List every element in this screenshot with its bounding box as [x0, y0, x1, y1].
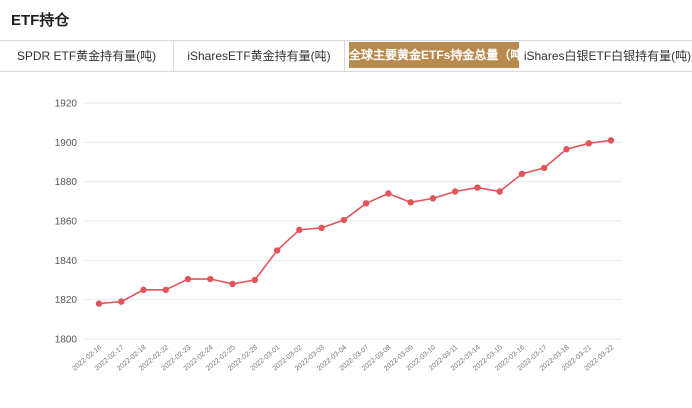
y-tick-label: 1800	[55, 335, 78, 346]
data-point	[541, 164, 548, 172]
data-point	[385, 190, 392, 197]
data-point	[95, 300, 103, 307]
y-tick-label: 1900	[55, 138, 78, 149]
tab-bar: SPDR ETF黄金持有量(吨) iSharesETF黄金持有量(吨) 全球主要…	[0, 40, 692, 72]
data-point	[518, 170, 526, 177]
data-point	[362, 200, 370, 207]
data-point	[340, 216, 348, 224]
data-point	[273, 247, 281, 254]
tab-ishares-gold[interactable]: iSharesETF黄金持有量(吨)	[174, 41, 345, 71]
series-line	[98, 139, 612, 305]
data-point	[607, 137, 615, 144]
data-point	[318, 224, 325, 232]
data-point	[118, 298, 125, 305]
data-point	[140, 286, 147, 294]
data-point	[162, 286, 169, 294]
y-tick-label: 1860	[55, 217, 78, 228]
tab-spdr-gold[interactable]: SPDR ETF黄金持有量(吨)	[0, 41, 174, 71]
page-title: ETF持仓	[11, 12, 70, 29]
data-point	[207, 275, 214, 283]
y-tick-label: 1880	[55, 177, 78, 188]
data-point	[429, 195, 437, 202]
data-point	[296, 226, 303, 234]
data-point	[474, 184, 481, 191]
holdings-line-chart: 18001820184018601880190019202022-02-1620…	[55, 99, 622, 373]
data-point	[496, 188, 503, 195]
tab-global-gold-etfs[interactable]: 全球主要黄金ETFs持金总量（吨）	[349, 42, 534, 68]
data-point	[407, 199, 414, 206]
data-point	[585, 140, 592, 147]
data-point	[184, 275, 192, 283]
data-point	[563, 146, 570, 153]
y-tick-label: 1820	[55, 295, 78, 306]
y-tick-label: 1920	[55, 99, 78, 110]
data-point	[229, 280, 236, 288]
tab-ishares-silver[interactable]: iShares白银ETF白银持有量(吨)	[523, 49, 692, 63]
y-tick-label: 1840	[55, 256, 78, 267]
data-point	[451, 188, 459, 195]
data-point	[251, 276, 259, 284]
